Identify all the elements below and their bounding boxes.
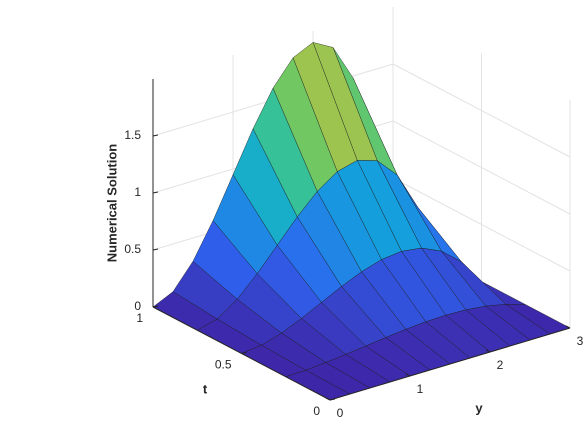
x-tick-label: 1 <box>417 382 424 396</box>
t-axis-label: t <box>203 381 208 396</box>
z-tick-label: 0.5 <box>124 242 141 256</box>
z-axis-label: Numerical Solution <box>104 144 119 263</box>
y-tick-label: 1 <box>136 311 143 325</box>
z-tick-label: 1.5 <box>124 128 141 142</box>
y-tick-label: 0.5 <box>215 358 232 372</box>
x-tick <box>325 397 331 401</box>
x-tick-label: 2 <box>497 358 504 372</box>
y-tick <box>241 352 247 354</box>
y-tick <box>152 305 159 308</box>
x-tick <box>565 325 571 329</box>
y-axis-label: y <box>475 400 483 415</box>
surface <box>152 41 571 401</box>
x-axis-line <box>329 327 571 401</box>
y-tick <box>329 398 336 401</box>
x-tick-label: 3 <box>577 334 584 348</box>
z-tick-label: 0 <box>134 299 141 313</box>
x-tick <box>405 373 411 377</box>
z-tick <box>152 191 159 194</box>
y-tick-label: 0 <box>313 404 320 418</box>
z-tick <box>152 248 159 251</box>
z-tick <box>152 134 159 137</box>
x-tick <box>485 349 491 353</box>
x-tick-label: 0 <box>337 406 344 420</box>
z-tick-label: 1 <box>134 185 141 199</box>
